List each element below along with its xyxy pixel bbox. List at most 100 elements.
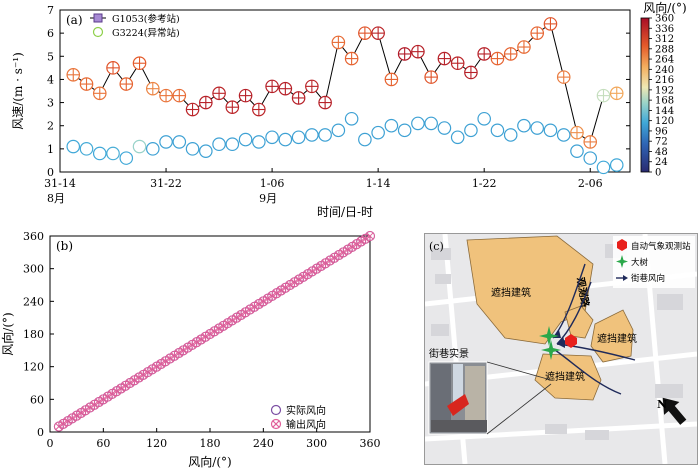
point-g1053 — [371, 26, 385, 40]
point-g1053 — [199, 95, 213, 110]
point-g3224 — [172, 135, 187, 149]
point-g1053 — [238, 88, 253, 103]
point-g1053 — [477, 47, 491, 61]
point-g3224 — [318, 128, 332, 142]
point-g1053 — [106, 61, 120, 75]
point-g1053 — [556, 70, 571, 84]
point-g1053 — [397, 47, 412, 61]
point-g1053 — [159, 88, 173, 103]
point-g3224 — [464, 123, 478, 138]
colorbar-tick-label: 264 — [655, 55, 674, 66]
point-g3224 — [79, 142, 94, 156]
point-g1053 — [490, 51, 505, 66]
y-tick-label-a: 0 — [47, 166, 54, 179]
y-axis-label-a: 风速/(m · s⁻¹) — [11, 52, 25, 130]
point-g3224 — [583, 151, 598, 165]
x-tick-label-b: 300 — [306, 437, 327, 450]
tree-star-icon — [539, 326, 561, 360]
x-axis-label-a: 时间/日-时 — [317, 205, 373, 219]
building-3 — [534, 353, 602, 401]
legend-marker-actual — [270, 404, 282, 416]
legend-a: G1053(参考站) G3224(异常站) — [90, 13, 180, 39]
y-tick-label-b: 300 — [23, 263, 44, 276]
y-axis-label-b: 风向/(°) — [0, 312, 15, 355]
map-legend-tree: 大树 — [631, 257, 649, 268]
colorbar-tick-label: 312 — [655, 34, 674, 45]
point-g1053 — [132, 56, 147, 71]
point-g3224 — [424, 116, 438, 131]
north-label: N — [657, 398, 667, 411]
point-g3224 — [331, 123, 346, 138]
point-g3224 — [305, 128, 319, 142]
colorbar-tick-label: 360 — [655, 14, 674, 25]
point-g3224 — [92, 146, 107, 161]
legend-label-g1053: G1053(参考站) — [112, 13, 180, 25]
point-g3224 — [119, 151, 134, 165]
y-tick-label-b: 360 — [23, 230, 44, 243]
point-output — [356, 236, 367, 247]
building-2 — [590, 309, 634, 363]
point-g1053 — [517, 40, 531, 54]
panel-label-b: (b) — [56, 239, 73, 253]
legend-label-output: 输出风向 — [286, 418, 326, 431]
north-arrow — [662, 397, 687, 425]
colorbar-tick-label: 24 — [655, 157, 668, 168]
y-tick-label-a: 4 — [47, 73, 54, 86]
point-g3224 — [384, 118, 399, 133]
point-g1053 — [145, 81, 160, 96]
point-g1053 — [358, 26, 372, 40]
panel-label-a: (a) — [66, 13, 83, 27]
point-g3224 — [185, 142, 200, 156]
y-tick-label-a: 1 — [47, 143, 54, 156]
building-4 — [564, 305, 594, 339]
point-g1053 — [411, 44, 425, 59]
panel-label-c: (c) — [429, 240, 444, 253]
point-g3224 — [530, 121, 545, 135]
point-g3224 — [132, 139, 147, 154]
point-g1053 — [344, 51, 359, 66]
point-g3224 — [371, 125, 385, 140]
point-g1053 — [609, 86, 624, 101]
point-output — [125, 378, 135, 388]
point-g3224 — [344, 111, 359, 126]
plot-area-a — [59, 9, 631, 173]
x-tick-label-b: 120 — [146, 437, 167, 450]
point-g1053 — [318, 95, 332, 110]
colorbar-tick-label: 168 — [655, 96, 674, 107]
colorbar-tick-label: 144 — [655, 106, 674, 117]
building-1-label: 遮挡建筑 — [491, 286, 531, 299]
colorbar-tick-label: 120 — [655, 116, 674, 127]
y-tick-label-a: 2 — [47, 120, 54, 133]
point-g3224 — [490, 123, 505, 138]
building-1 — [466, 235, 594, 345]
legend-marker-output — [270, 418, 282, 430]
point-g1053 — [212, 86, 226, 101]
chart-b: 0 60 120 180 240 300 360 0 60 120 180 240 300 360 (b)… — [0, 230, 381, 469]
point-g1053 — [570, 125, 584, 140]
point-g1053 — [543, 17, 558, 31]
map-legend-station: 自动气象观测站 — [631, 241, 691, 252]
legend-marker-g3224 — [92, 26, 104, 38]
x-tick-label-a: 1-22 — [472, 177, 497, 190]
point-g3224 — [570, 144, 584, 158]
point-g3224 — [437, 121, 452, 135]
point-g1053 — [265, 79, 279, 94]
x-tick-label-b: 0 — [47, 437, 54, 450]
point-g3224 — [199, 144, 213, 158]
colorbar-tick-label: 336 — [655, 24, 674, 35]
colorbar-tick-label: 0 — [655, 168, 661, 179]
x-tick-label-b: 180 — [200, 437, 221, 450]
point-g3224 — [543, 123, 558, 138]
y-tick-label-b: 0 — [37, 426, 44, 439]
map-legend-arrow: 街巷风向 — [631, 273, 665, 284]
y-tick-label-b: 180 — [23, 328, 44, 341]
point-g3224 — [106, 146, 120, 161]
colorbar-tick-label: 216 — [655, 75, 674, 86]
point-g1053 — [185, 102, 200, 117]
point-g3224 — [238, 132, 253, 147]
point-output — [120, 380, 131, 391]
chart-a: 0 1 2 3 4 5 6 7 31-14 8月 31-22 1-06 9月 1-14 1-22 2-06 (… — [11, 0, 687, 219]
colorbar-tick-label: 96 — [655, 126, 668, 137]
point-g3224 — [397, 123, 412, 138]
point-g1053 — [66, 68, 81, 82]
